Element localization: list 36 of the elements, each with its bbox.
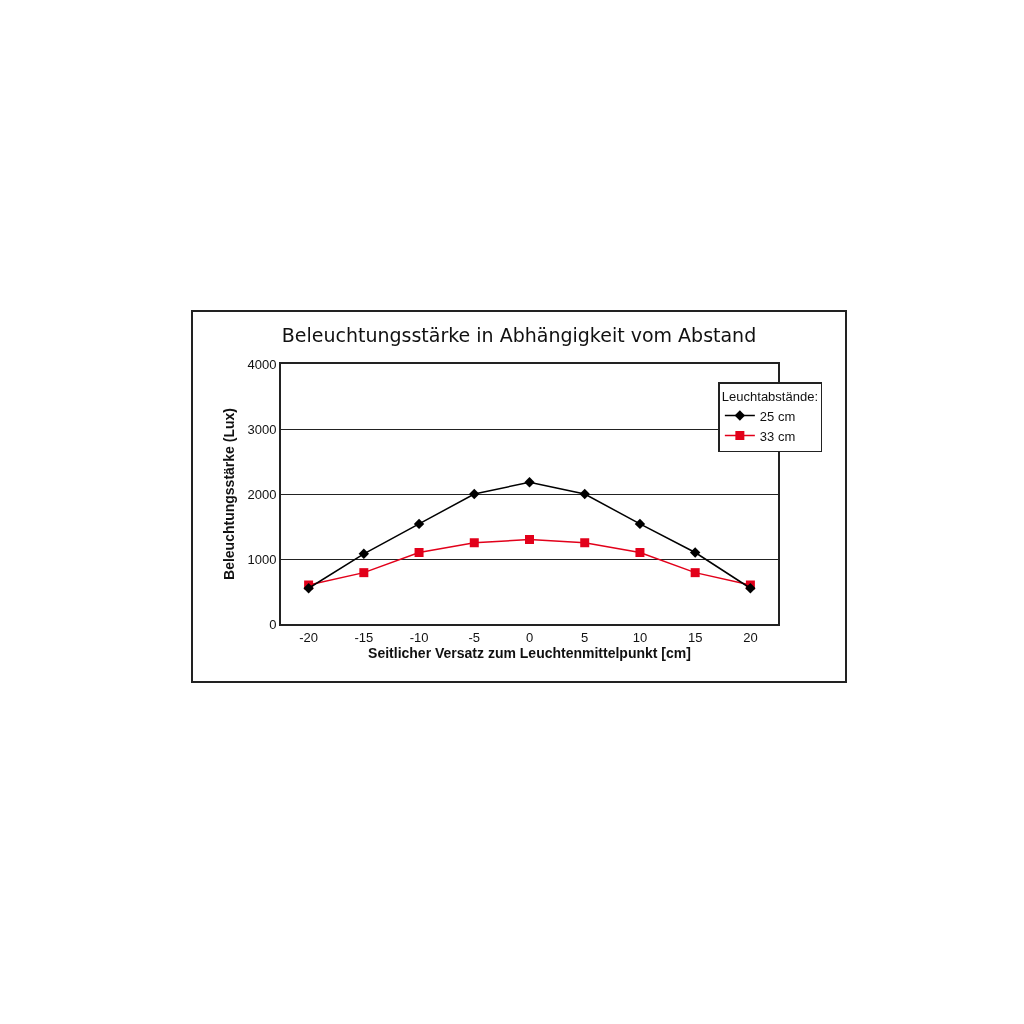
point — [359, 568, 369, 578]
x-tick-label: -15 — [354, 629, 374, 645]
point — [524, 477, 535, 488]
point — [689, 547, 701, 558]
point — [579, 488, 590, 500]
point — [525, 535, 534, 544]
point — [414, 548, 424, 557]
x-tick-label: 10 — [632, 629, 648, 645]
x-axis-title: Seitlicher Versatz zum Leuchtenmittelpunkt [cm] — [368, 644, 691, 661]
x-tick-label: 5 — [581, 629, 589, 645]
point — [303, 583, 314, 594]
y-tick-label: 4000 — [247, 356, 277, 372]
point — [580, 538, 590, 548]
point — [469, 488, 480, 500]
y-axis-title: Beleuchtungsstärke (Lux) — [220, 408, 237, 580]
y-tick-label: 3000 — [247, 421, 277, 437]
x-tick-label: -10 — [409, 629, 429, 645]
x-tick-label: 15 — [687, 629, 703, 645]
point — [358, 548, 370, 559]
x-tick-label: 0 — [525, 629, 534, 645]
point — [745, 583, 756, 594]
point — [635, 548, 645, 557]
chart-title: Beleuchtungsstärke in Abhängigkeit vom Abstand — [281, 323, 757, 346]
legend-label: 25 cm — [759, 408, 796, 424]
legend-label: 33 cm — [759, 428, 796, 444]
point — [413, 518, 425, 530]
point — [469, 538, 479, 548]
y-tick-label: 2000 — [247, 486, 277, 502]
point — [634, 518, 646, 530]
y-tick-label: 1000 — [247, 551, 277, 567]
legend-title: Leuchtabstände: — [721, 388, 818, 404]
point — [690, 568, 700, 578]
x-tick-label: -20 — [299, 629, 319, 645]
x-tick-label: 20 — [743, 629, 758, 645]
x-tick-label: -5 — [468, 629, 481, 645]
y-tick-label: 0 — [269, 616, 277, 632]
